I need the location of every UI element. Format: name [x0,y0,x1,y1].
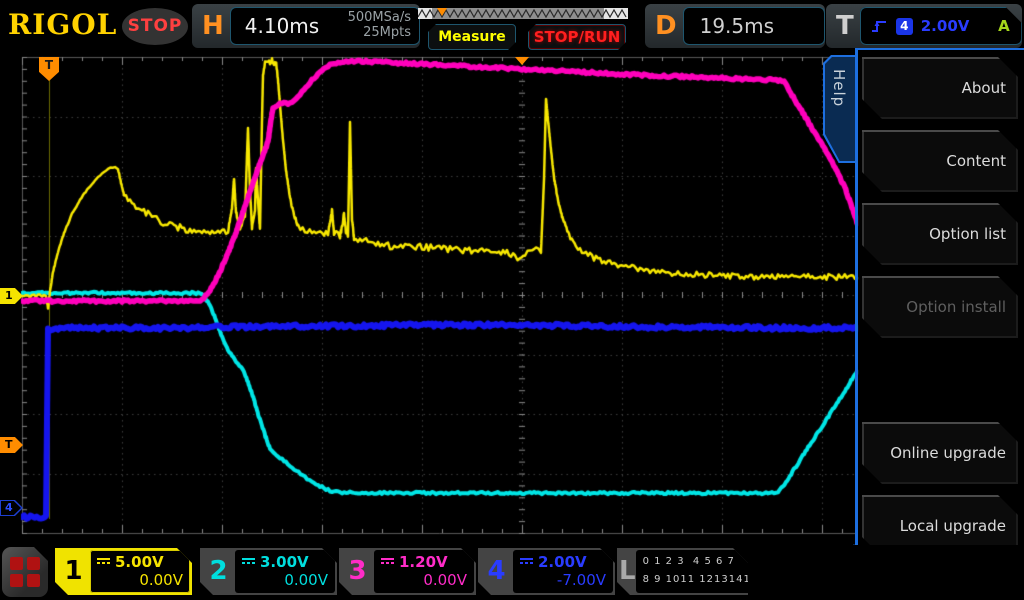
menu-border [855,50,858,547]
horizontal-reference-triangle[interactable] [515,57,529,65]
dc-coupling-icon [381,558,394,566]
channel4-number: 4 [487,556,506,586]
channel3-box[interactable]: 3 1.20V 0.00V [339,548,476,595]
channel2-box[interactable]: 2 3.00V 0.00V [200,548,337,595]
record-waveform-zigzag [418,8,627,19]
dc-coupling-icon [97,558,110,566]
horizontal-panel[interactable]: H 4.10ms 500MSa/s 25Mpts [192,4,420,48]
menu-item-option-install: Option install [862,276,1018,338]
record-bar-body [418,8,628,19]
logic-label: L [619,556,636,586]
measure-button[interactable]: Measure [428,24,516,50]
horizontal-label: H [202,11,224,41]
menu-item-option-list[interactable]: Option list [862,203,1018,265]
logic-row2: 8 9 1011 12131415 [642,573,759,585]
channel2-scale: 3.00V [260,553,309,571]
delay-panel[interactable]: D 19.5ms [645,4,825,48]
channel3-number: 3 [348,556,367,586]
menu-item-about[interactable]: About [862,57,1018,119]
record-position-bar[interactable] [418,6,628,20]
ch1-ground-marker[interactable]: 1 [0,288,23,304]
ch4-ground-marker[interactable]: 4 [0,500,23,516]
dc-coupling-icon [242,558,255,566]
channel2-offset: 0.00V [284,571,328,589]
channel4-box[interactable]: 4 2.00V -7.00V [478,548,615,595]
horizontal-display: 4.10ms 500MSa/s 25Mpts [229,7,420,45]
channel1-offset: 0.00V [139,571,183,589]
trigger-panel-underline [855,48,1024,50]
channel1-box[interactable]: 1 5.00V 0.00V [55,548,192,595]
channel1-number: 1 [64,556,83,586]
delay-label: D [655,11,677,41]
dc-coupling-icon [520,558,533,566]
trigger-panel[interactable]: T 4 2.00V A [826,4,1022,48]
sample-rate: 500MSa/s [347,10,411,26]
rigol-logo: RIGOL [8,8,118,41]
trigger-position-flag[interactable]: T [39,57,59,81]
channel3-scale: 1.20V [399,553,448,571]
menu-item-content[interactable]: Content [862,130,1018,192]
trigger-label: T [836,11,854,41]
logic-row1: 0 1 2 3 4 5 6 7 [642,556,735,567]
memory-depth: 25Mpts [363,25,411,40]
help-tab[interactable]: Help [823,55,857,163]
rising-edge-icon [870,17,888,35]
help-tab-label: Help [830,69,848,108]
record-trigger-marker[interactable] [437,8,447,16]
delay-value: 19.5ms [699,14,775,38]
channel4-scale: 2.00V [538,553,587,571]
delay-display: 19.5ms [682,7,825,45]
channel4-offset: -7.00V [556,571,606,589]
timebase-value: 4.10ms [244,14,320,38]
bottom-bar: 1 5.00V 0.00V 2 3.00V 0.00V 3 1.20V 0.00… [0,545,1024,600]
channel3-offset: 0.00V [423,571,467,589]
run-state-badge[interactable]: STOP [122,8,188,45]
channel1-scale: 5.00V [115,553,164,571]
main-menu-button[interactable] [2,547,48,597]
logic-channels-box[interactable]: L 0 1 2 3 4 5 6 7 8 9 1011 12131415 [617,548,748,595]
menu-item-online-upgrade[interactable]: Online upgrade [862,422,1018,484]
trigger-level-value: 2.00V [920,17,970,35]
stop-run-button[interactable]: STOP/RUN [528,24,626,50]
trigger-source-badge: 4 [896,18,913,35]
trigger-mode: A [998,17,1010,35]
trigger-level-marker[interactable]: T [0,437,23,453]
channel2-number: 2 [209,556,228,586]
trigger-display: 4 2.00V A [860,7,1022,45]
